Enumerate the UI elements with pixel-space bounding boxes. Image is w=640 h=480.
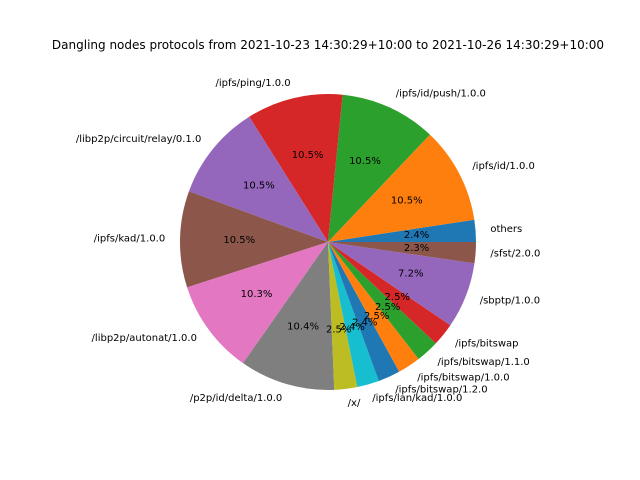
pie-slice-2 [328,94,430,242]
slice-label-10: /ipfs/bitswap/1.2.0 [395,385,487,396]
pie-slice-13 [328,242,451,344]
pie-slice-4 [188,116,328,242]
slice-label-14: /sbptp/1.0.0 [480,296,540,307]
slice-label-13: /ipfs/bitswap [455,338,519,349]
pie-slice-12 [328,242,436,360]
slice-label-1: /ipfs/id/1.0.0 [472,161,535,172]
slice-label-15: /sfst/2.0.0 [490,248,540,259]
slice-percent-8: 2.5% [326,325,351,336]
slice-percent-9: 2.4% [339,322,364,333]
pie-slice-8 [328,242,358,390]
slice-label-7: /p2p/id/delta/1.0.0 [190,393,282,404]
slice-percent-4: 10.5% [243,181,275,192]
slice-percent-10: 2.4% [352,317,377,328]
pie-slice-11 [328,242,419,372]
pie-slice-9 [328,242,379,388]
slice-percent-6: 10.3% [241,289,273,300]
pie-slice-14 [328,242,475,326]
slice-percent-1: 10.5% [391,195,423,206]
slice-label-12: /ipfs/bitswap/1.1.0 [437,357,529,368]
slice-label-2: /ipfs/id/push/1.0.0 [396,88,486,99]
pie-percent-labels: 2.4% 10.5% 10.5% 10.5% 10.5% 10.5% 10.3% 10.4% 2… [223,150,429,336]
slice-percent-15: 2.3% [404,243,429,254]
pie-outer-labels: others/ipfs/id/1.0.0/ipfs/id/push/1.0.0 /… [76,78,541,409]
pie-slice-3 [249,94,343,243]
slice-percent-3: 10.5% [292,150,324,161]
slice-label-0: others [490,224,522,235]
chart-title: Dangling nodes protocols from 2021-10-23… [52,38,604,52]
slice-percent-11: 2.5% [364,311,389,322]
slice-label-3: /ipfs/ping/1.0.0 [215,78,290,89]
slice-label-11: /ipfs/bitswap/1.0.0 [417,373,509,384]
slice-label-4: /libp2p/circuit/relay/0.1.0 [76,134,201,145]
pie-slice-1 [328,134,475,242]
slice-percent-12: 2.5% [375,302,400,313]
pie-slice-7 [243,242,335,391]
slice-label-8: /x/ [348,398,361,409]
slice-label-5: /ipfs/kad/1.0.0 [94,233,166,244]
slice-percent-14: 7.2% [398,269,423,280]
pie-slice-15 [328,242,476,264]
pie-slice-5 [179,191,328,288]
slice-label-9: /ipfs/lan/kad/1.0.0 [372,393,462,404]
slice-label-6: /libp2p/autonat/1.0.0 [92,333,197,344]
slice-percent-13: 2.5% [385,292,410,303]
slice-percent-0: 2.4% [404,230,429,241]
slice-percent-2: 10.5% [349,156,381,167]
pie-slice-0 [328,219,476,242]
pie-slice-6 [187,242,328,364]
slice-percent-5: 10.5% [223,235,255,246]
pie-slice-10 [328,242,400,381]
slice-percent-7: 10.4% [287,322,319,333]
pie-slices [179,94,476,391]
